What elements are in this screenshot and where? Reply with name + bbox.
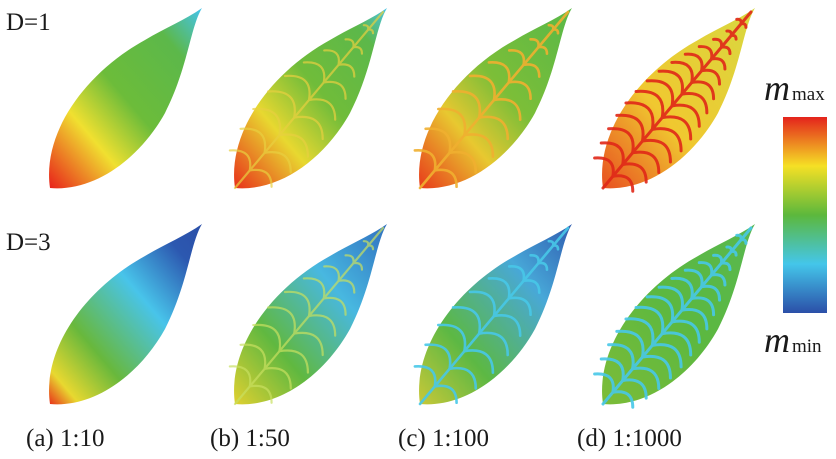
leaf	[230, 8, 387, 188]
column-label: (a) 1:10	[26, 425, 104, 452]
subscript: min	[792, 336, 822, 357]
row-label: D=3	[6, 229, 51, 256]
symbol: m	[764, 320, 790, 360]
leaf-grid	[49, 8, 755, 407]
leaf-shape	[49, 224, 202, 404]
colorbar	[783, 117, 827, 313]
leaf-shape	[49, 8, 202, 188]
leaf	[230, 224, 387, 404]
leaf	[415, 8, 572, 188]
leaf	[415, 224, 572, 404]
leaf	[595, 224, 755, 407]
column-label: (c) 1:100	[398, 425, 489, 452]
leaf	[49, 224, 202, 404]
colorbar-min-label: mmin	[764, 320, 822, 360]
symbol: m	[764, 68, 790, 108]
column-label: (b) 1:50	[210, 425, 290, 452]
row-label: D=1	[6, 9, 51, 36]
leaf	[49, 8, 202, 188]
subscript: max	[792, 84, 825, 105]
figure: D=1 D=3 (a) 1:10 (b) 1:50 (c) 1:100 (d) …	[0, 0, 836, 459]
column-label: (d) 1:1000	[577, 425, 682, 452]
leaf	[595, 8, 755, 191]
